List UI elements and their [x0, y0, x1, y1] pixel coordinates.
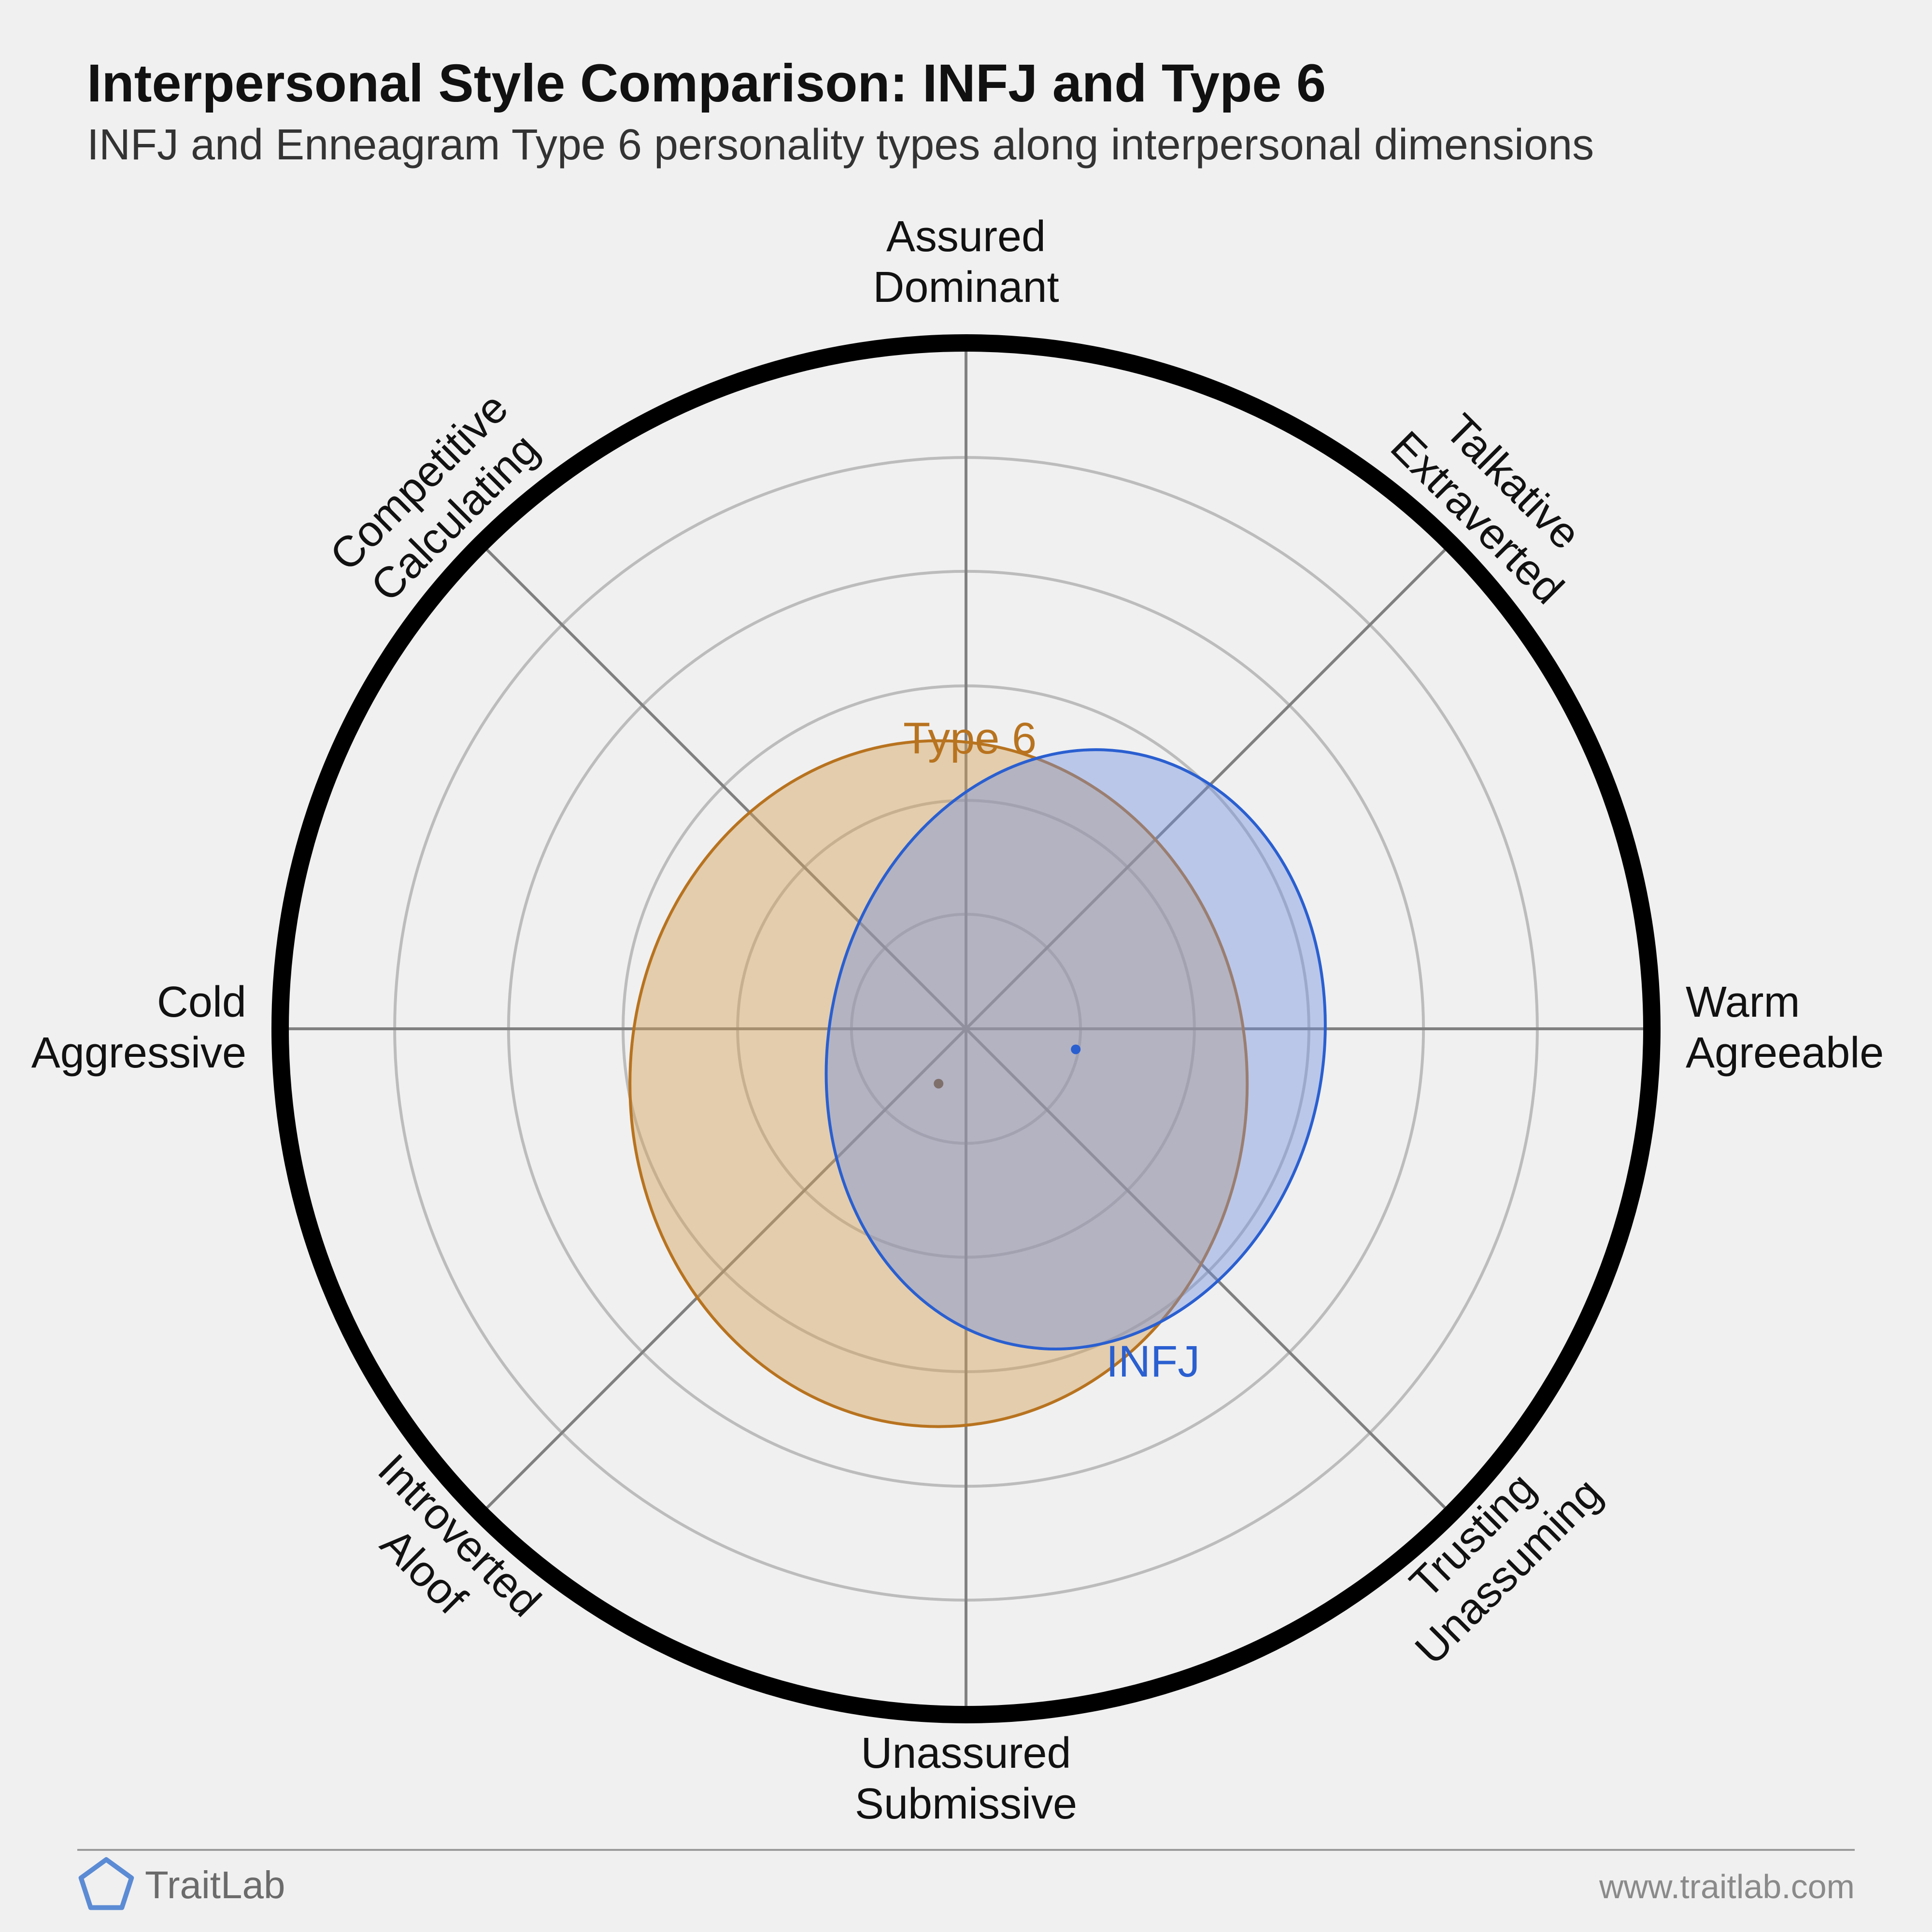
series-label: INFJ: [1106, 1337, 1200, 1386]
axis-label: Submissive: [855, 1780, 1077, 1828]
axis-label: Dominant: [873, 263, 1059, 312]
chart-title: Interpersonal Style Comparison: INFJ and…: [87, 54, 1326, 113]
axis-label: Assured: [886, 213, 1046, 261]
series-center-dot: [1071, 1045, 1080, 1054]
brand-name: TraitLab: [145, 1863, 285, 1906]
circumplex: Type 6 INFJ: [280, 343, 1652, 1715]
series-label: Type 6: [903, 714, 1037, 763]
brand-url: www.traitlab.com: [1599, 1868, 1855, 1905]
axis-label: Agreeable: [1686, 1029, 1884, 1077]
axis-label: Unassured: [861, 1729, 1071, 1777]
axis-label: Aggressive: [31, 1029, 246, 1077]
axis-label: Warm: [1686, 978, 1800, 1026]
axis-label: Cold: [157, 978, 246, 1026]
chart-subtitle: INFJ and Enneagram Type 6 personality ty…: [87, 121, 1594, 169]
